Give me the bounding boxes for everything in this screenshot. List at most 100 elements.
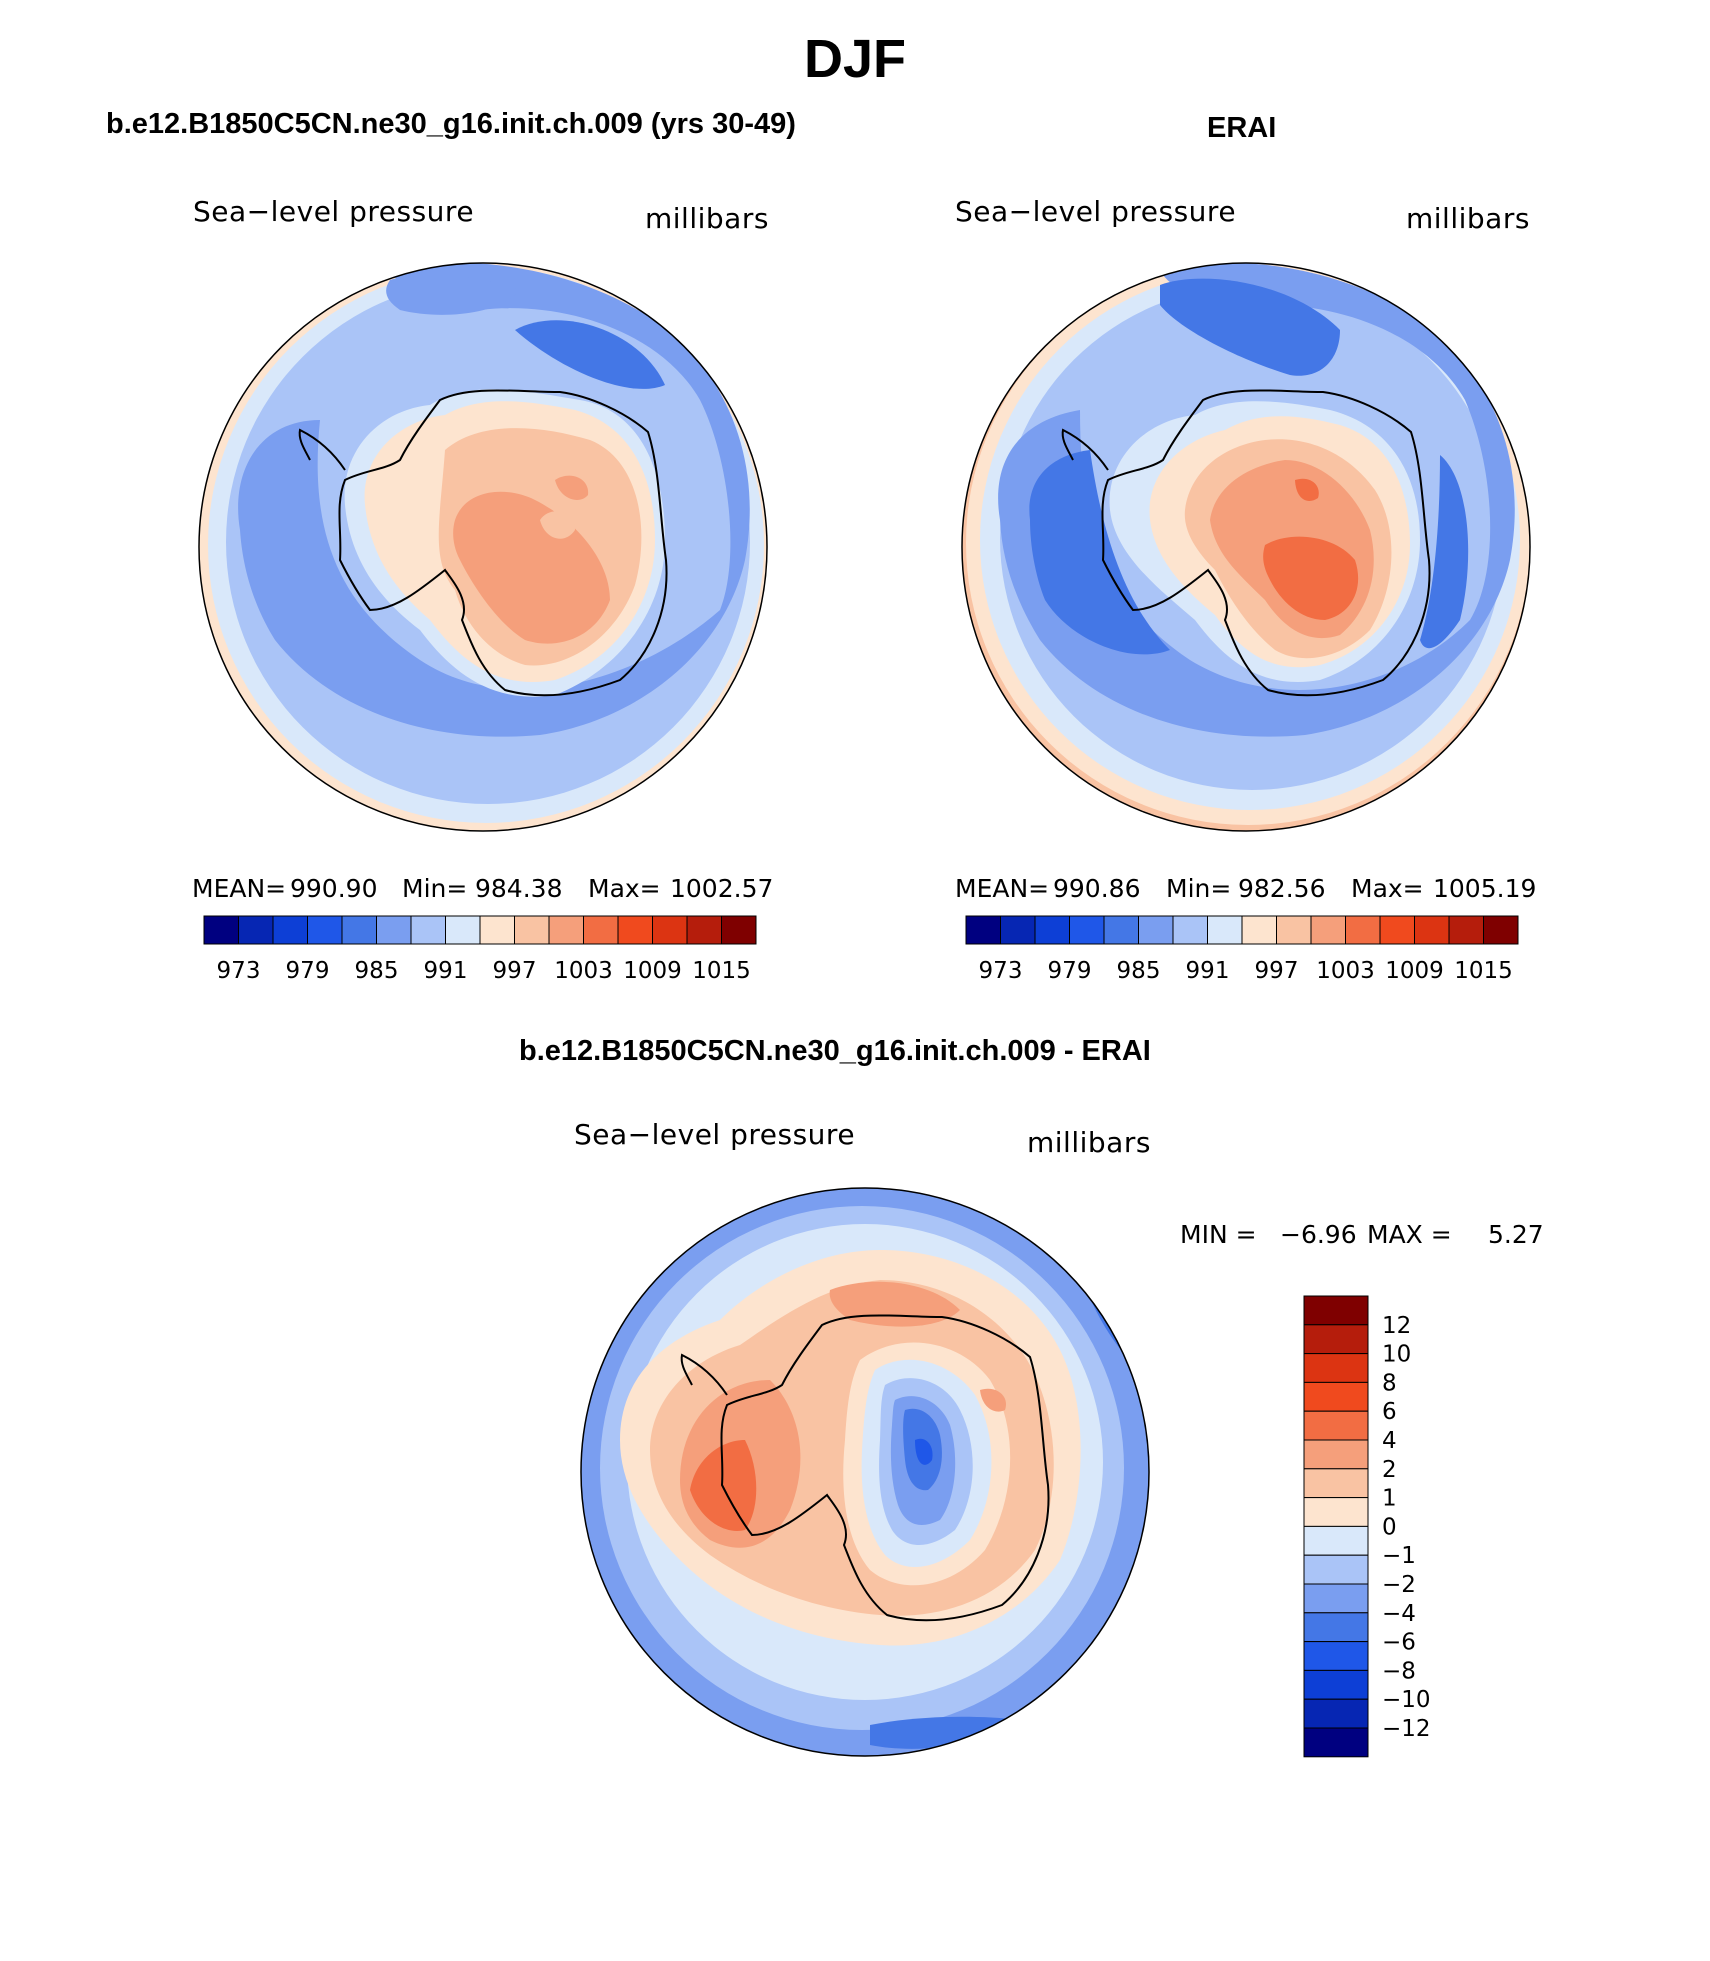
colorbar-1-swatch-2 (272, 915, 308, 945)
colorbar-1-swatch-7 (445, 915, 481, 945)
colorbar-3-swatch-4 (1303, 1410, 1369, 1441)
panel-1-max-label: Max= (588, 874, 661, 903)
colorbar-1-tick-7: 1015 (692, 958, 751, 984)
panel-2-low-west (1029, 450, 1170, 655)
colorbar-2-swatch-5 (1138, 915, 1174, 945)
colorbar-3-swatch-2 (1303, 1353, 1369, 1383)
colorbar-3-tick-3: 6 (1382, 1399, 1397, 1425)
panel-2-antarctica-coastline (1101, 389, 1431, 697)
colorbar-3-swatch-7 (1303, 1497, 1369, 1527)
panel-1-band-985 (238, 263, 750, 737)
colorbar-2-tick-4: 997 (1255, 958, 1299, 984)
panel-3-units-label: millibars (1027, 1126, 1151, 1159)
colorbar-3-tick-8: −1 (1382, 1543, 1416, 1569)
colorbar-2-tick-0: 973 (979, 958, 1023, 984)
colorbar-3-swatch-14 (1303, 1698, 1369, 1729)
colorbar-2-swatch-7 (1207, 915, 1243, 945)
colorbar-1-swatch-15 (721, 915, 757, 945)
colorbar-2-swatch-4 (1103, 915, 1139, 945)
colorbar-2-swatch-9 (1276, 915, 1312, 945)
colorbar-1-swatch-9 (514, 915, 550, 945)
colorbar-2-swatch-14 (1448, 915, 1484, 945)
panel-1-band-985-north (386, 274, 520, 315)
colorbar-3-tick-1: 10 (1382, 1342, 1411, 1368)
panel-1-mean-value: 990.90 (290, 874, 378, 903)
panel-1-max-value: 1002.57 (670, 874, 774, 903)
colorbar-1-tick-3: 991 (424, 958, 468, 984)
colorbar-2-swatch-8 (1241, 915, 1277, 945)
panel-2-min-value: 982.56 (1238, 874, 1326, 903)
colorbar-2-swatch-2 (1034, 915, 1070, 945)
colorbar-3-tick-2: 8 (1382, 1370, 1397, 1396)
panel-3-min-center (915, 1438, 933, 1465)
colorbar-1-swatch-3 (307, 915, 343, 945)
colorbar-3-swatch-10 (1303, 1583, 1369, 1614)
colorbar-1-swatch-0 (203, 915, 239, 945)
colorbar-3-tick-14: −12 (1382, 1716, 1431, 1742)
colorbar-2-swatch-0 (965, 915, 1001, 945)
colorbar-1-swatch-14 (686, 915, 722, 945)
colorbar-2-tick-3: 991 (1186, 958, 1230, 984)
panel-1-map-border (198, 262, 768, 832)
panel-2-variable-label: Sea−level pressure (955, 195, 1237, 228)
panel-3-variable-label: Sea−level pressure (574, 1118, 856, 1151)
panel-3-peninsula (680, 1353, 728, 1396)
panel-3-max-value: 5.27 (1488, 1220, 1544, 1249)
colorbar-1-swatch-6 (410, 915, 446, 945)
colorbar-3-tick-9: −2 (1382, 1572, 1416, 1598)
colorbar-2-swatch-6 (1172, 915, 1208, 945)
panel-3-map-border (580, 1187, 1150, 1757)
panel-1-antarctica-coastline (338, 389, 668, 697)
colorbar-3-swatch-5 (1303, 1439, 1369, 1470)
colorbar-1-swatch-10 (548, 915, 584, 945)
colorbar-1-swatch-8 (479, 915, 515, 945)
colorbar-1-tick-4: 997 (493, 958, 537, 984)
panel-2-low-north (1160, 278, 1340, 376)
colorbar-2-swatch-3 (1069, 915, 1105, 945)
panel-1-peninsula (298, 428, 346, 471)
colorbar-1-swatch-13 (652, 915, 688, 945)
figure-title: DJF (803, 29, 906, 89)
panel-2-colorbar: 973 979 985 991 997 1003 1009 1015 (965, 915, 1519, 984)
colorbar-3-swatch-11 (1303, 1612, 1369, 1643)
colorbar-2-swatch-15 (1483, 915, 1519, 945)
panel-1-units-label: millibars (645, 202, 769, 235)
colorbar-3-swatch-8 (1303, 1525, 1369, 1556)
colorbar-2-swatch-13 (1414, 915, 1450, 945)
panel-1-band-1003-small (555, 475, 589, 500)
colorbar-1-swatch-5 (376, 915, 412, 945)
colorbar-3-tick-6: 1 (1382, 1486, 1397, 1512)
colorbar-2-tick-5: 1003 (1316, 958, 1375, 984)
panel-1-min-label: Min= (402, 874, 468, 903)
colorbar-3-tick-4: 4 (1382, 1428, 1397, 1454)
panel-2-units-label: millibars (1406, 202, 1530, 235)
panel-1-mean-label: MEAN= (192, 874, 287, 903)
colorbar-3-swatch-15 (1303, 1727, 1369, 1758)
colorbar-1-swatch-1 (238, 915, 274, 945)
colorbar-1-tick-2: 985 (355, 958, 399, 984)
colorbar-3-tick-5: 2 (1382, 1457, 1397, 1483)
colorbar-1-tick-5: 1003 (554, 958, 613, 984)
panel-1-local-min (540, 511, 575, 539)
colorbar-1-swatch-4 (341, 915, 377, 945)
panel-1-title: b.e12.B1850C5CN.ne30_g16.init.ch.009 (yr… (106, 108, 796, 140)
panel-1-low-center (515, 320, 665, 389)
colorbar-3-tick-0: 12 (1382, 1313, 1411, 1339)
panel-2-band-1006 (1263, 536, 1359, 620)
panel-1-colorbar: 973 979 985 991 997 1003 1009 1015 (203, 915, 757, 984)
colorbar-3-swatch-6 (1303, 1468, 1369, 1499)
panel-2-title: ERAI (1207, 112, 1277, 144)
colorbar-2-tick-6: 1009 (1385, 958, 1444, 984)
panel-2-band-1006-small (1295, 478, 1319, 501)
panel-2-peninsula (1061, 428, 1109, 471)
colorbar-3-swatch-0 (1303, 1295, 1369, 1326)
colorbar-1-tick-6: 1009 (623, 958, 682, 984)
panel-2-max-label: Max= (1351, 874, 1424, 903)
colorbar-2-swatch-11 (1345, 915, 1381, 945)
panel-1-variable-label: Sea−level pressure (193, 195, 475, 228)
panel-3-max-label: MAX = (1367, 1220, 1452, 1249)
panel-2-mean-label: MEAN= (955, 874, 1050, 903)
colorbar-3-tick-7: 0 (1382, 1514, 1397, 1540)
